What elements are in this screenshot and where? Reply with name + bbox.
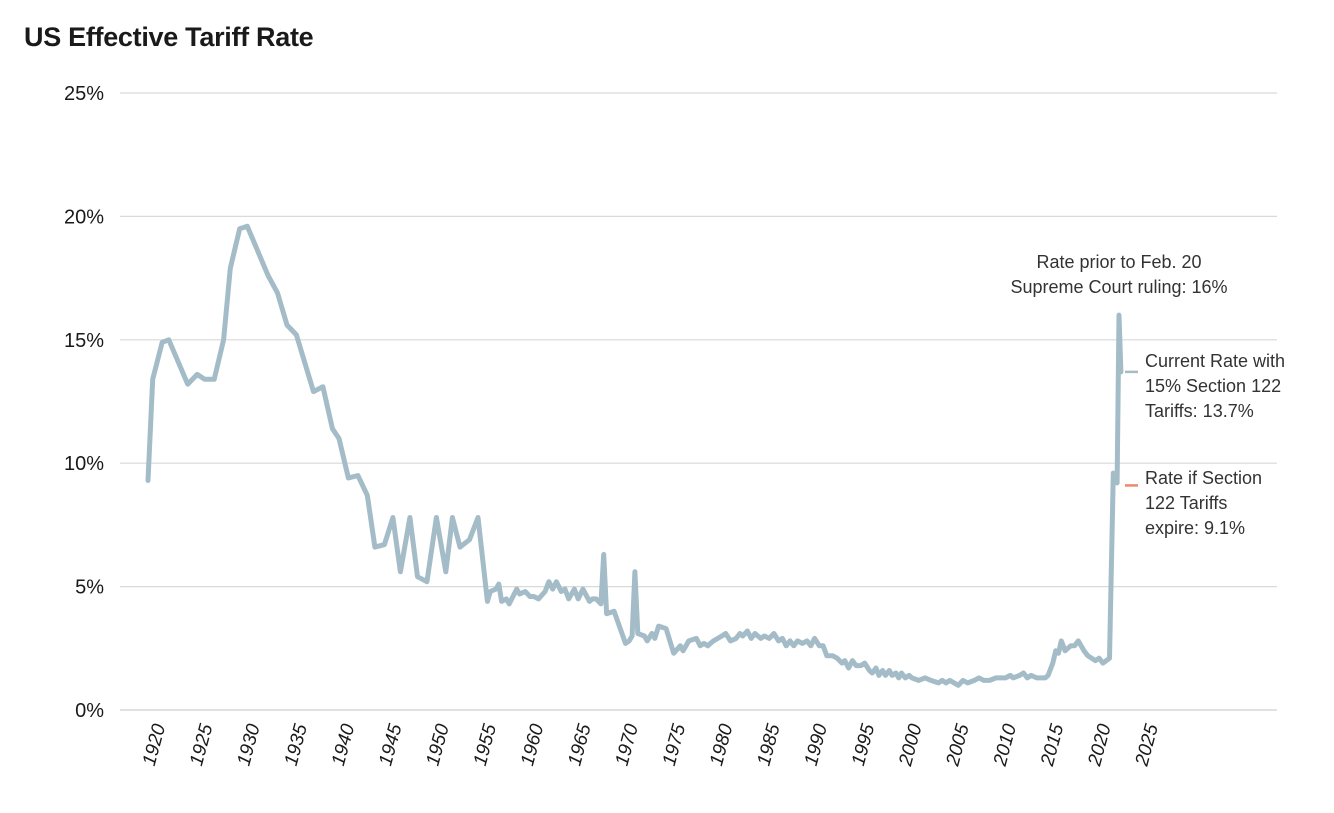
annotation-prior-rate: Supreme Court ruling: 16% bbox=[1010, 277, 1227, 297]
x-tick-label: 1970 bbox=[612, 721, 643, 768]
annotation-current-rate: Current Rate with bbox=[1145, 351, 1285, 371]
x-tick-label: 2005 bbox=[942, 721, 974, 769]
x-tick-label: 2025 bbox=[1131, 721, 1163, 769]
x-tick-label: 1965 bbox=[564, 721, 595, 768]
x-tick-label: 2000 bbox=[895, 721, 927, 769]
x-tick-label: 2015 bbox=[1037, 721, 1069, 769]
x-tick-label: 1950 bbox=[423, 721, 454, 768]
annotation-prior-rate: Rate prior to Feb. 20 bbox=[1036, 252, 1201, 272]
x-tick-label: 1920 bbox=[139, 721, 170, 768]
series-layer bbox=[145, 223, 1124, 688]
annotations: Rate prior to Feb. 20 Supreme Court rulin… bbox=[1010, 252, 1285, 538]
annotation-expire-rate: 122 Tariffs bbox=[1145, 493, 1227, 513]
annotation-expire-rate: Rate if Section bbox=[1145, 468, 1262, 488]
annotation-current-rate: Tariffs: 13.7% bbox=[1145, 401, 1254, 421]
x-tick-label: 1980 bbox=[706, 721, 737, 768]
chart-title: US Effective Tariff Rate bbox=[24, 22, 314, 52]
x-tick-label: 2010 bbox=[990, 721, 1022, 769]
x-tick-label: 1940 bbox=[328, 721, 359, 768]
y-tick-label: 25% bbox=[64, 83, 104, 105]
annotation-current-rate: 15% Section 122 bbox=[1145, 376, 1281, 396]
x-tick-label: 2020 bbox=[1084, 721, 1116, 769]
x-tick-label: 1925 bbox=[186, 721, 217, 768]
series-line bbox=[145, 223, 1124, 688]
grid-lines bbox=[120, 92, 1277, 711]
y-tick-label: 0% bbox=[75, 700, 104, 722]
x-tick-label: 1945 bbox=[375, 721, 406, 768]
x-tick-label: 1955 bbox=[470, 721, 501, 768]
y-tick-label: 5% bbox=[75, 577, 104, 599]
annotation-expire-rate: expire: 9.1% bbox=[1145, 518, 1245, 538]
x-tick-label: 1930 bbox=[233, 721, 264, 768]
x-axis-ticks: 1920 1925 1930 1935 1940 1945 1950 1955 1960 1965… bbox=[139, 721, 1163, 769]
x-tick-label: 1935 bbox=[281, 721, 312, 768]
y-tick-label: 15% bbox=[64, 330, 104, 352]
y-tick-label: 10% bbox=[64, 453, 104, 475]
x-tick-label: 1975 bbox=[659, 721, 690, 768]
y-axis-ticks: 0% 5% 10% 15% 20% 25% bbox=[64, 83, 104, 722]
y-tick-label: 20% bbox=[64, 206, 104, 228]
x-tick-label: 1960 bbox=[517, 721, 548, 768]
x-tick-label: 1990 bbox=[801, 721, 832, 768]
x-tick-label: 1995 bbox=[848, 721, 879, 768]
x-tick-label: 1985 bbox=[754, 721, 785, 768]
